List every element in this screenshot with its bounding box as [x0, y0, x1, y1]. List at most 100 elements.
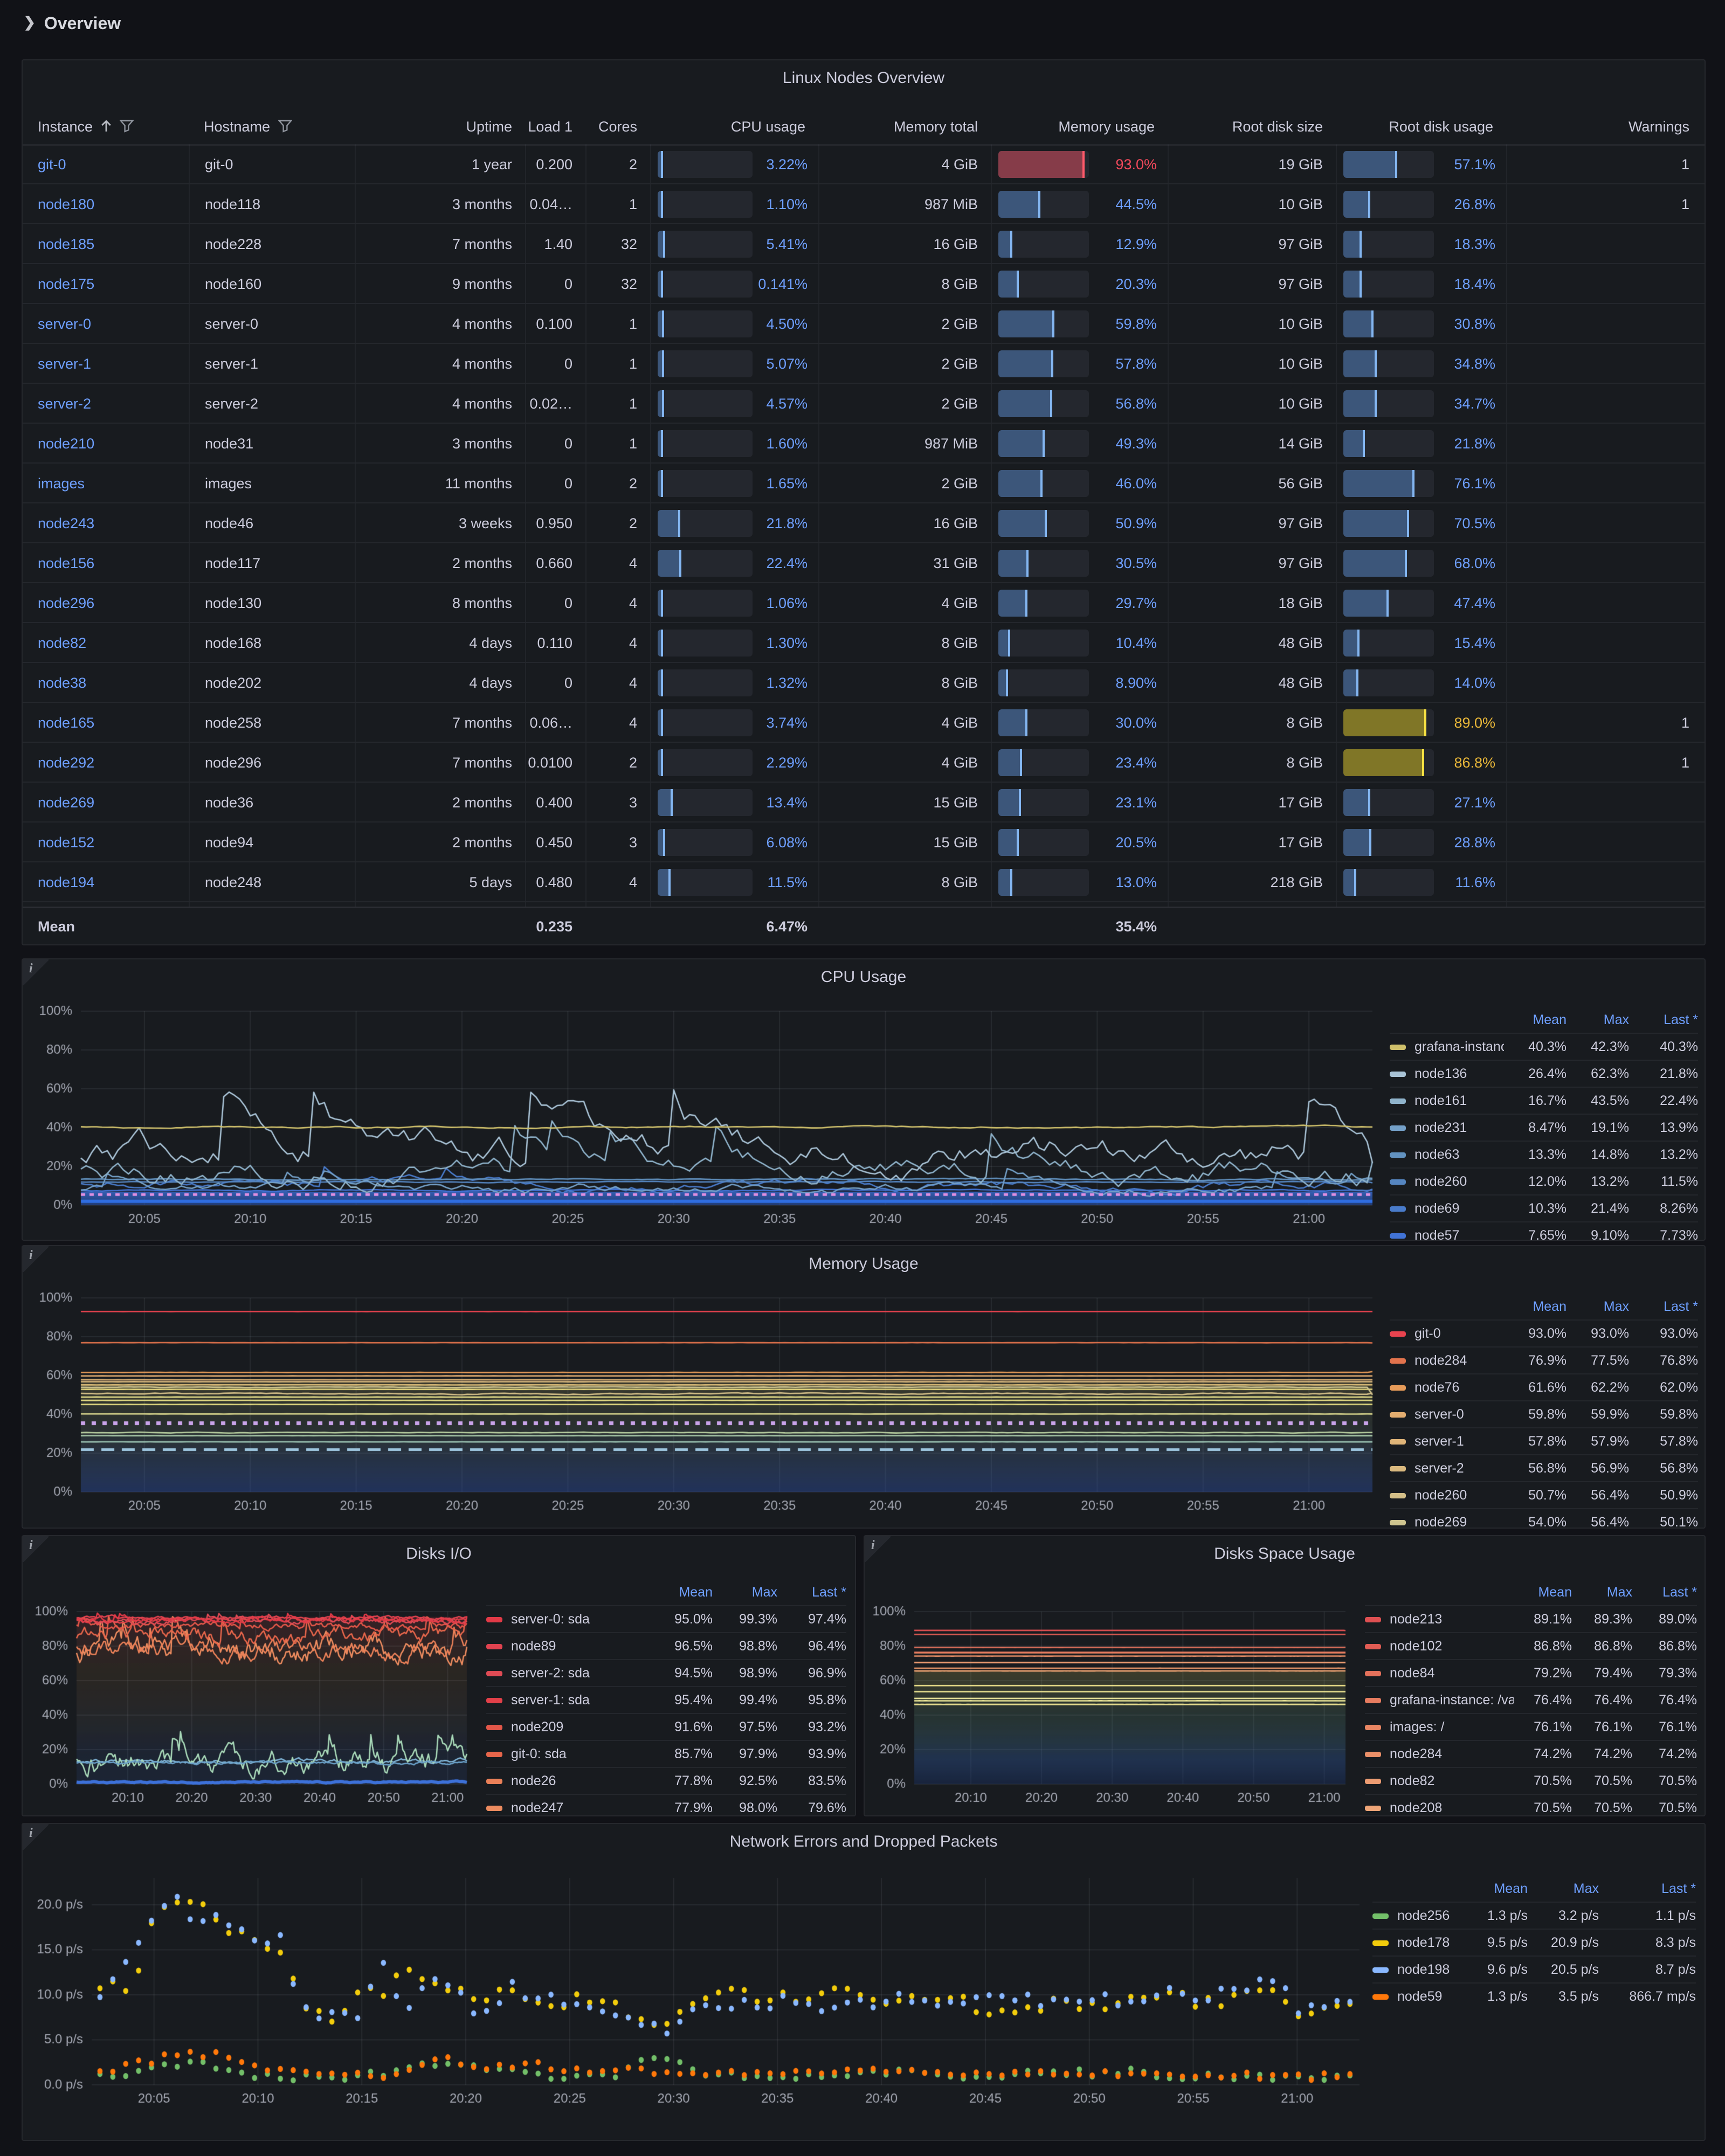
- cell-instance[interactable]: node38: [23, 663, 189, 702]
- legend-header-last[interactable]: Last *: [1661, 1881, 1696, 1896]
- legend-header-max[interactable]: Max: [1606, 1585, 1632, 1600]
- instance-link[interactable]: node292: [38, 754, 95, 770]
- legend-series-name[interactable]: grafana-instance: [1390, 1039, 1504, 1054]
- instance-link[interactable]: images: [38, 475, 85, 491]
- legend-series-name[interactable]: node89: [486, 1639, 650, 1654]
- legend-series-name[interactable]: grafana-instance: /var: [1365, 1692, 1514, 1708]
- legend-series-name[interactable]: node284: [1365, 1746, 1514, 1761]
- memory-usage-chart[interactable]: [31, 1289, 1381, 1518]
- cell-instance[interactable]: node82: [23, 623, 189, 662]
- legend-series-name[interactable]: node231: [1390, 1120, 1504, 1135]
- cell-instance[interactable]: node194: [23, 862, 189, 901]
- legend-series-name[interactable]: images: /: [1365, 1719, 1514, 1735]
- panel-info-icon[interactable]: i: [865, 1536, 891, 1562]
- legend-series-name[interactable]: node59: [1372, 1989, 1463, 2004]
- cell-instance[interactable]: node190: [23, 902, 189, 907]
- instance-link[interactable]: node185: [38, 236, 95, 252]
- legend-series-name[interactable]: node102: [1365, 1639, 1514, 1654]
- column-header-memory-total[interactable]: Memory total: [893, 118, 978, 134]
- legend-series-name[interactable]: node247: [486, 1800, 650, 1815]
- cell-instance[interactable]: node156: [23, 543, 189, 582]
- instance-link[interactable]: git-0: [38, 156, 66, 172]
- row-overview-toggle[interactable]: ❯ Overview: [24, 14, 121, 34]
- legend-header-mean[interactable]: Mean: [1494, 1881, 1528, 1896]
- cell-instance[interactable]: server-1: [23, 344, 189, 383]
- legend-series-name[interactable]: node213: [1365, 1612, 1514, 1627]
- column-header-hostname[interactable]: Hostname: [189, 118, 355, 134]
- legend-series-name[interactable]: node209: [486, 1719, 650, 1735]
- column-header-root-disk-usage[interactable]: Root disk usage: [1389, 118, 1493, 134]
- legend-series-name[interactable]: server-1: sda: [486, 1692, 650, 1708]
- column-header-cpu-usage[interactable]: CPU usage: [730, 118, 805, 134]
- cell-instance[interactable]: node243: [23, 503, 189, 542]
- filter-icon[interactable]: [120, 120, 134, 133]
- legend-series-name[interactable]: node84: [1365, 1666, 1514, 1681]
- legend-series-name[interactable]: node208: [1365, 1800, 1514, 1815]
- panel-info-icon[interactable]: i: [23, 1824, 49, 1850]
- instance-link[interactable]: node156: [38, 555, 95, 571]
- instance-link[interactable]: node152: [38, 834, 95, 850]
- legend-header-mean[interactable]: Mean: [1538, 1585, 1572, 1600]
- column-header-load1[interactable]: Load 1: [528, 118, 572, 134]
- legend-header-max[interactable]: Max: [1573, 1881, 1599, 1896]
- legend-series-name[interactable]: node256: [1372, 1908, 1463, 1923]
- cell-instance[interactable]: node180: [23, 184, 189, 223]
- legend-series-name[interactable]: node260: [1390, 1174, 1504, 1189]
- instance-link[interactable]: node165: [38, 714, 95, 730]
- legend-series-name[interactable]: node161: [1390, 1093, 1504, 1108]
- legend-series-name[interactable]: node198: [1372, 1962, 1463, 1977]
- cell-instance[interactable]: git-0: [23, 144, 189, 183]
- instance-link[interactable]: node269: [38, 794, 95, 810]
- legend-series-name[interactable]: node26: [486, 1773, 650, 1788]
- cell-instance[interactable]: node269: [23, 783, 189, 821]
- legend-series-name[interactable]: node57: [1390, 1228, 1504, 1243]
- panel-info-icon[interactable]: i: [23, 959, 49, 985]
- legend-header-last[interactable]: Last *: [1664, 1012, 1698, 1027]
- legend-series-name[interactable]: server-0: [1390, 1407, 1504, 1422]
- column-header-root-disk-size[interactable]: Root disk size: [1232, 118, 1323, 134]
- instance-link[interactable]: node180: [38, 196, 95, 212]
- legend-series-name[interactable]: server-2: [1390, 1461, 1504, 1476]
- legend-header-max[interactable]: Max: [751, 1585, 777, 1600]
- column-header-warnings[interactable]: Warnings: [1628, 118, 1689, 134]
- instance-link[interactable]: server-1: [38, 355, 92, 371]
- instance-link[interactable]: node296: [38, 595, 95, 611]
- legend-series-name[interactable]: server-1: [1390, 1434, 1504, 1449]
- column-header-memory-usage[interactable]: Memory usage: [1058, 118, 1155, 134]
- legend-series-name[interactable]: server-0: sda: [486, 1612, 650, 1627]
- instance-link[interactable]: node243: [38, 515, 95, 531]
- cell-instance[interactable]: node152: [23, 823, 189, 861]
- legend-series-name[interactable]: node269: [1390, 1515, 1504, 1530]
- legend-series-name[interactable]: node76: [1390, 1380, 1504, 1395]
- legend-series-name[interactable]: node63: [1390, 1147, 1504, 1162]
- legend-header-last[interactable]: Last *: [1662, 1585, 1697, 1600]
- legend-series-name[interactable]: node178: [1372, 1935, 1463, 1950]
- cell-instance[interactable]: node175: [23, 264, 189, 303]
- instance-link[interactable]: node38: [38, 674, 87, 690]
- disks-space-usage-chart[interactable]: [871, 1573, 1354, 1810]
- legend-series-name[interactable]: node136: [1390, 1066, 1504, 1081]
- cell-instance[interactable]: node210: [23, 424, 189, 462]
- disks-io-chart[interactable]: [29, 1573, 475, 1810]
- column-header-instance[interactable]: Instance: [23, 118, 189, 134]
- instance-link[interactable]: node175: [38, 275, 95, 292]
- legend-series-name[interactable]: git-0: sda: [486, 1746, 650, 1761]
- legend-header-mean[interactable]: Mean: [679, 1585, 713, 1600]
- panel-info-icon[interactable]: i: [23, 1246, 49, 1272]
- legend-header-mean[interactable]: Mean: [1533, 1299, 1567, 1314]
- cell-instance[interactable]: server-2: [23, 384, 189, 423]
- cell-instance[interactable]: node165: [23, 703, 189, 742]
- legend-series-name[interactable]: node82: [1365, 1773, 1514, 1788]
- legend-series-name[interactable]: server-2: sda: [486, 1666, 650, 1681]
- legend-header-max[interactable]: Max: [1603, 1012, 1629, 1027]
- legend-series-name[interactable]: node260: [1390, 1488, 1504, 1503]
- instance-link[interactable]: node210: [38, 435, 95, 451]
- instance-link[interactable]: node194: [38, 874, 95, 890]
- network-errors-chart[interactable]: [31, 1869, 1368, 2111]
- cell-instance[interactable]: node185: [23, 224, 189, 263]
- instance-link[interactable]: node82: [38, 634, 87, 651]
- legend-series-name[interactable]: git-0: [1390, 1326, 1504, 1341]
- legend-series-name[interactable]: node69: [1390, 1201, 1504, 1216]
- legend-series-name[interactable]: node284: [1390, 1353, 1504, 1368]
- legend-header-max[interactable]: Max: [1603, 1299, 1629, 1314]
